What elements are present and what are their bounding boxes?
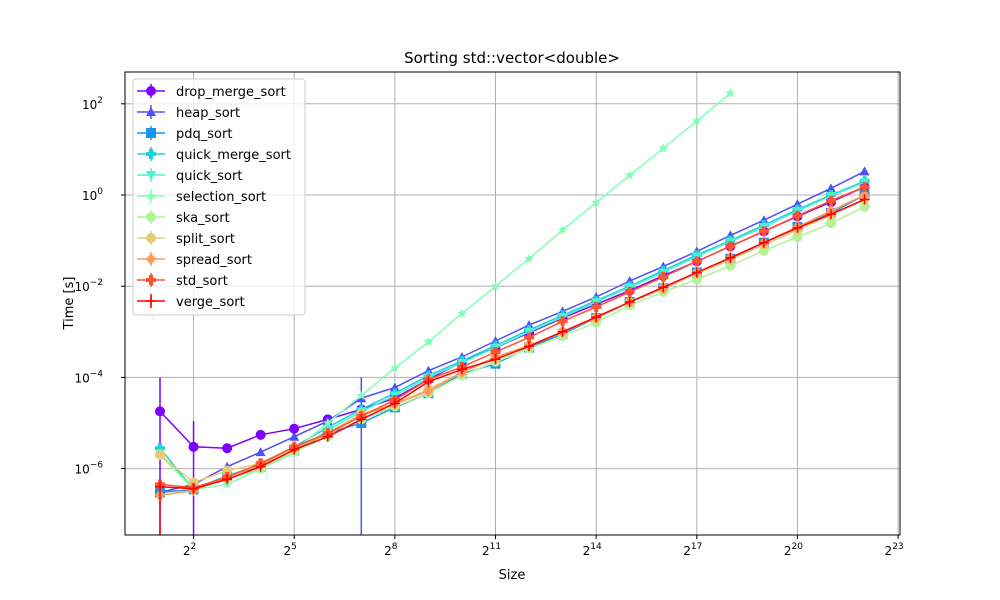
chart-title: Sorting std::vector<double> — [404, 49, 620, 67]
legend-item: verge_sort — [137, 294, 245, 310]
y-axis-label: Time [s] — [62, 277, 77, 331]
legend-item: spread_sort — [137, 252, 252, 268]
axes-frame — [124, 71, 901, 536]
legend-item: split_sort — [137, 231, 235, 247]
legend-label: quick_merge_sort — [176, 148, 291, 163]
legend-item: quick_merge_sort — [137, 147, 291, 163]
legend-item: ska_sort — [137, 210, 230, 226]
legend: drop_merge_sort heap_sort pdq_sort quick_me… — [132, 78, 306, 316]
legend-box — [132, 78, 306, 316]
legend-item: std_sort — [137, 273, 228, 289]
x-axis-ticks: 22 25 28 211 214 217 220 223 — [183, 535, 904, 558]
legend-item: quick_sort — [137, 168, 242, 184]
legend-item: pdq_sort — [137, 126, 232, 142]
legend-label: heap_sort — [176, 106, 240, 121]
legend-label: spread_sort — [176, 253, 252, 268]
series-line — [159, 186, 865, 489]
legend-item: drop_merge_sort — [137, 84, 286, 100]
x-axis-label: Size — [499, 568, 526, 583]
legend-label: selection_sort — [176, 190, 266, 205]
legend-label: std_sort — [176, 274, 228, 289]
series-line — [159, 198, 865, 490]
legend-label: verge_sort — [176, 295, 245, 310]
legend-item: selection_sort — [137, 189, 266, 205]
series-line — [159, 206, 865, 491]
series-line — [159, 170, 865, 494]
legend-label: ska_sort — [176, 211, 230, 226]
legend-item: heap_sort — [137, 105, 240, 121]
legend-label: split_sort — [176, 232, 235, 247]
legend-label: drop_merge_sort — [176, 85, 286, 100]
plot-area — [155, 88, 870, 535]
legend-label: quick_sort — [176, 169, 242, 184]
series-line — [159, 92, 731, 491]
legend-label: pdq_sort — [176, 127, 232, 142]
series-verge-sort — [155, 194, 870, 535]
